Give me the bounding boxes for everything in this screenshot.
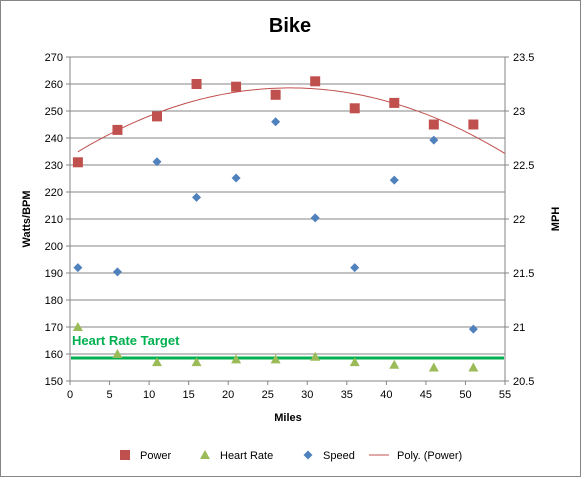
power-point xyxy=(231,81,242,92)
speed-point xyxy=(73,263,83,273)
power-point xyxy=(468,119,479,130)
power-point xyxy=(152,111,162,122)
y-tick-label: 150 xyxy=(45,376,63,388)
chart-title: Bike xyxy=(269,15,311,37)
x-axis-ticks: 0 5 10 15 20 25 30 35 40 45 50 55 xyxy=(67,381,511,401)
heart-rate-point xyxy=(389,359,400,369)
x-tick-label: 25 xyxy=(262,389,274,401)
speed-point xyxy=(271,117,281,127)
y2-axis-title: MPH xyxy=(550,207,562,232)
y-tick-label: 220 xyxy=(45,187,63,199)
y-tick-label: 240 xyxy=(45,133,63,145)
gridlines xyxy=(70,83,505,355)
x-tick-label: 5 xyxy=(106,389,112,401)
speed-point xyxy=(468,324,478,334)
y2-tick-label: 23 xyxy=(513,106,525,118)
power-point xyxy=(389,97,400,108)
x-tick-label: 50 xyxy=(459,389,471,401)
x-tick-label: 55 xyxy=(499,389,511,401)
y-tick-label: 170 xyxy=(45,322,63,334)
y-tick-label: 210 xyxy=(45,214,63,226)
x-tick-label: 10 xyxy=(143,389,155,401)
y2-tick-label: 21 xyxy=(513,322,525,334)
legend-speed-swatch xyxy=(303,450,313,460)
power-point xyxy=(270,89,281,100)
power-point xyxy=(112,124,123,135)
power-point xyxy=(310,76,321,87)
speed-point xyxy=(350,263,360,273)
heart-rate-target-label: Heart Rate Target xyxy=(72,333,180,348)
speed-point xyxy=(192,192,202,202)
y2-tick-label: 21.5 xyxy=(513,268,534,280)
heart-rate-point xyxy=(112,349,123,358)
heart-rate-point xyxy=(468,362,479,372)
x-tick-label: 0 xyxy=(67,389,73,401)
x-tick-label: 20 xyxy=(222,389,234,401)
legend-heart-rate-swatch xyxy=(200,450,210,459)
y2-tick-label: 23.5 xyxy=(513,52,534,64)
speed-point xyxy=(152,157,162,167)
y-tick-label: 200 xyxy=(45,241,63,253)
x-tick-label: 45 xyxy=(420,389,432,401)
heart-rate-point xyxy=(349,357,360,367)
y-axis-ticks: 150 160 170 180 190 200 210 220 230 240 250 260 270 xyxy=(45,52,70,388)
x-axis-title: Miles xyxy=(274,412,302,424)
legend-poly-power--label: Poly. (Power) xyxy=(397,450,462,462)
power-point xyxy=(191,79,202,89)
power-point xyxy=(428,119,439,130)
legend-heart-rate-label: Heart Rate xyxy=(220,450,273,462)
y-tick-label: 260 xyxy=(45,79,63,91)
power-point xyxy=(349,103,360,114)
x-tick-label: 15 xyxy=(183,389,195,401)
heart-rate-point xyxy=(72,322,83,331)
heart-rate-point xyxy=(428,362,439,372)
y-tick-label: 230 xyxy=(45,160,63,172)
legend: Power Heart Rate Speed Poly. (Power) xyxy=(120,450,462,462)
y-axis-title: Watts/BPM xyxy=(21,190,33,247)
speed-point xyxy=(429,135,439,145)
trendline-group xyxy=(77,87,506,155)
trendline-power xyxy=(77,87,506,155)
legend-power-swatch xyxy=(120,450,130,460)
speed-point xyxy=(310,213,320,223)
y2-tick-label: 22 xyxy=(513,214,525,226)
legend-speed-label: Speed xyxy=(323,450,355,462)
heart-rate-point xyxy=(310,351,321,361)
y-tick-label: 160 xyxy=(45,349,63,361)
heart-rate-point xyxy=(231,354,242,364)
speed-point xyxy=(112,267,122,277)
heart-rate-point xyxy=(152,357,162,367)
y2-tick-label: 20.5 xyxy=(513,376,534,388)
speed-point xyxy=(231,173,241,183)
y2-tick-label: 22.5 xyxy=(513,160,534,172)
x-tick-label: 30 xyxy=(301,389,313,401)
heart-rate-point xyxy=(270,354,281,364)
x-tick-label: 35 xyxy=(341,389,353,401)
y-tick-label: 180 xyxy=(45,295,63,307)
power-point xyxy=(72,157,83,168)
x-tick-label: 40 xyxy=(380,389,392,401)
legend-power-label: Power xyxy=(140,450,172,462)
data-marks xyxy=(72,76,479,372)
y-tick-label: 250 xyxy=(45,106,63,118)
y-tick-label: 190 xyxy=(45,268,63,280)
y-tick-label: 270 xyxy=(45,52,63,64)
speed-point xyxy=(389,175,399,185)
heart-rate-point xyxy=(191,357,202,367)
y2-axis-ticks: 20.5 21 21.5 22 22.5 23 23.5 xyxy=(505,52,534,388)
